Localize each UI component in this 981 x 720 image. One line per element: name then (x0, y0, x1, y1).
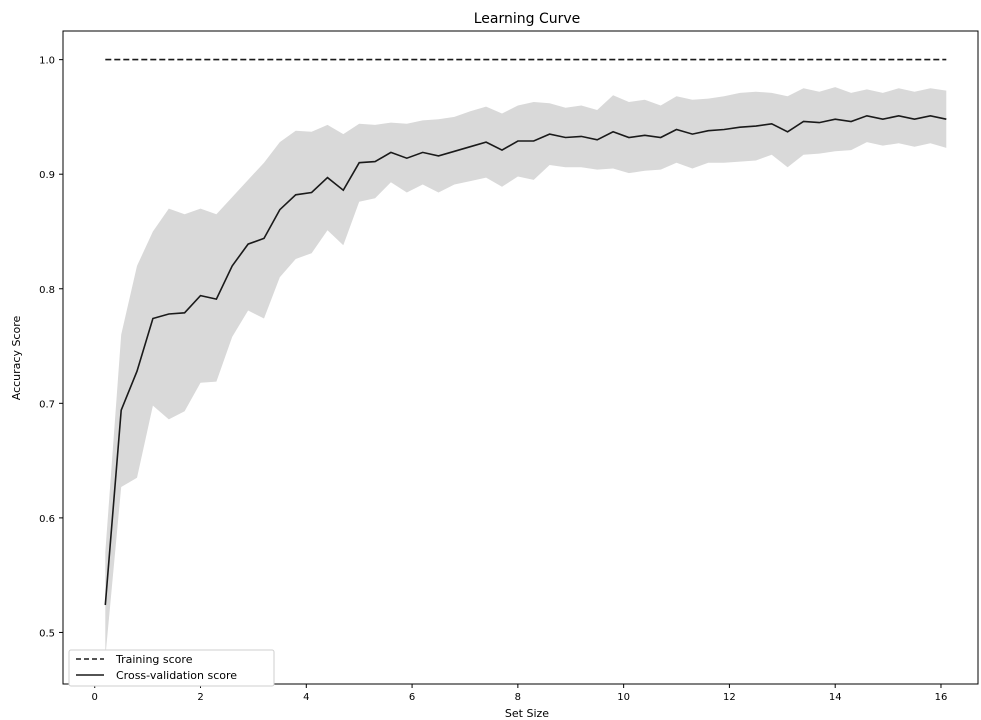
y-tick-label: 0.9 (39, 170, 55, 181)
plot-frame (62, 30, 979, 685)
y-tick-label: 0.5 (39, 628, 55, 639)
legend-cv-label: Cross-validation score (116, 669, 237, 682)
x-tick-label: 4 (303, 692, 309, 703)
y-tick-label: 0.8 (39, 285, 55, 296)
x-tick-label: 2 (197, 692, 203, 703)
cross-validation-band-layer (105, 87, 947, 658)
y-tick-label: 1.0 (39, 56, 55, 67)
x-tick-label: 6 (409, 692, 415, 703)
y-axis-ticks: 0.5 0.6 0.7 0.8 0.9 1.0 (39, 56, 63, 639)
y-tick-label: 0.7 (39, 399, 55, 410)
y-axis-label: Accuracy Score (10, 316, 23, 401)
x-axis-label: Set Size (505, 707, 549, 720)
cross-validation-score-line (104, 114, 947, 606)
series-lines-layer (104, 58, 947, 606)
chart-title: Learning Curve (474, 11, 581, 27)
x-tick-label: 12 (723, 692, 736, 703)
x-tick-label: 0 (92, 692, 98, 703)
legend-box (68, 649, 275, 687)
x-tick-label: 14 (829, 692, 842, 703)
x-tick-label: 16 (935, 692, 948, 703)
x-tick-label: 10 (617, 692, 630, 703)
legend-training-label: Training score (115, 653, 193, 666)
x-tick-label: 8 (515, 692, 521, 703)
y-tick-label: 0.6 (39, 514, 55, 525)
legend: Training score Cross-validation score (68, 649, 275, 687)
cross-validation-std-band (105, 87, 947, 658)
